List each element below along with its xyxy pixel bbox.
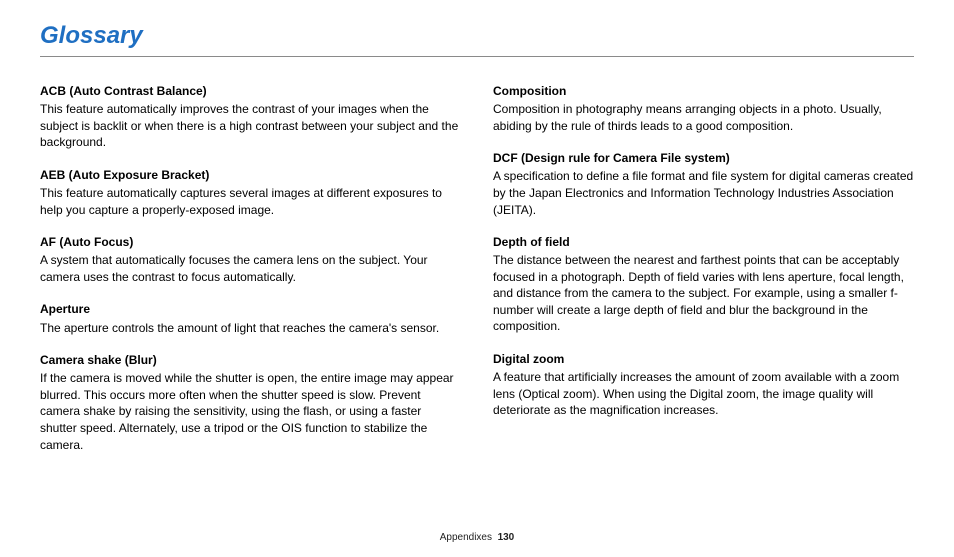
glossary-entry: Digital zoom A feature that artificially… bbox=[493, 351, 914, 419]
glossary-definition: If the camera is moved while the shutter… bbox=[40, 370, 461, 453]
glossary-term: Digital zoom bbox=[493, 351, 914, 367]
glossary-definition: The aperture controls the amount of ligh… bbox=[40, 320, 461, 337]
glossary-definition: A specification to define a file format … bbox=[493, 168, 914, 218]
glossary-definition: The distance between the nearest and far… bbox=[493, 252, 914, 335]
glossary-term: ACB (Auto Contrast Balance) bbox=[40, 83, 461, 99]
glossary-entry: Depth of field The distance between the … bbox=[493, 234, 914, 335]
glossary-term: AF (Auto Focus) bbox=[40, 234, 461, 250]
columns: ACB (Auto Contrast Balance) This feature… bbox=[40, 83, 914, 469]
glossary-term: Aperture bbox=[40, 301, 461, 317]
glossary-term: Composition bbox=[493, 83, 914, 99]
page: Glossary ACB (Auto Contrast Balance) Thi… bbox=[0, 0, 954, 557]
page-title: Glossary bbox=[40, 22, 914, 50]
column-right: Composition Composition in photography m… bbox=[493, 83, 914, 469]
glossary-entry: AEB (Auto Exposure Bracket) This feature… bbox=[40, 167, 461, 218]
glossary-entry: AF (Auto Focus) A system that automatica… bbox=[40, 234, 461, 285]
glossary-term: Camera shake (Blur) bbox=[40, 352, 461, 368]
glossary-definition: Composition in photography means arrangi… bbox=[493, 101, 914, 134]
glossary-term: Depth of field bbox=[493, 234, 914, 250]
glossary-definition: This feature automatically captures seve… bbox=[40, 185, 461, 218]
page-footer: Appendixes 130 bbox=[0, 532, 954, 543]
column-left: ACB (Auto Contrast Balance) This feature… bbox=[40, 83, 461, 469]
glossary-definition: A system that automatically focuses the … bbox=[40, 252, 461, 285]
glossary-definition: This feature automatically improves the … bbox=[40, 101, 461, 151]
glossary-term: AEB (Auto Exposure Bracket) bbox=[40, 167, 461, 183]
footer-section: Appendixes bbox=[440, 532, 492, 543]
title-rule bbox=[40, 56, 914, 57]
glossary-entry: Composition Composition in photography m… bbox=[493, 83, 914, 134]
glossary-term: DCF (Design rule for Camera File system) bbox=[493, 150, 914, 166]
glossary-entry: ACB (Auto Contrast Balance) This feature… bbox=[40, 83, 461, 151]
glossary-definition: A feature that artificially increases th… bbox=[493, 369, 914, 419]
glossary-entry: DCF (Design rule for Camera File system)… bbox=[493, 150, 914, 218]
footer-page-number: 130 bbox=[498, 532, 515, 543]
glossary-entry: Aperture The aperture controls the amoun… bbox=[40, 301, 461, 336]
glossary-entry: Camera shake (Blur) If the camera is mov… bbox=[40, 352, 461, 453]
